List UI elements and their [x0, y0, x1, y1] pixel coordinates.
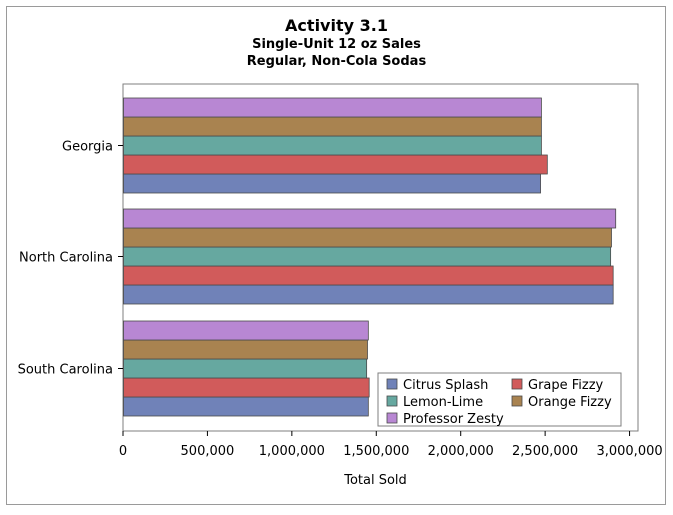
bar-south-carolina-grape-fizzy — [123, 377, 370, 398]
bar-south-carolina-professor-zesty — [123, 320, 369, 341]
legend-swatch-lemon-lime — [386, 395, 398, 407]
legend-label-grape-fizzy: Grape Fizzy — [528, 378, 604, 393]
x-tick-label-6: 3,000,000 — [596, 444, 662, 459]
legend-swatch-grape-fizzy — [511, 378, 523, 390]
bar-north-carolina-grape-fizzy — [123, 265, 614, 286]
bar-south-carolina-citrus-splash — [123, 396, 369, 417]
legend-label-professor-zesty: Professor Zesty — [403, 412, 504, 427]
bar-georgia-orange-fizzy — [123, 116, 542, 137]
bar-north-carolina-professor-zesty — [123, 208, 617, 229]
legend-swatch-professor-zesty — [386, 412, 398, 424]
legend-swatch-citrus-splash — [386, 378, 398, 390]
chart-subtitle-line-2: Regular, Non-Cola Sodas — [246, 54, 427, 69]
bar-georgia-grape-fizzy — [123, 154, 548, 175]
x-tick-label-1: 500,000 — [181, 444, 235, 459]
bar-south-carolina-lemon-lime — [123, 358, 368, 379]
bar-north-carolina-citrus-splash — [123, 284, 614, 305]
legend-label-citrus-splash: Citrus Splash — [403, 378, 488, 393]
bar-georgia-professor-zesty — [123, 97, 542, 118]
legend-swatch-orange-fizzy — [511, 395, 523, 407]
x-axis-label: Total Sold — [343, 473, 407, 488]
legend-box — [377, 372, 622, 427]
bar-north-carolina-lemon-lime — [123, 246, 612, 267]
bar-georgia-lemon-lime — [123, 135, 542, 156]
x-tick-label-2: 1,000,000 — [259, 444, 325, 459]
chart-title: Activity 3.1 — [285, 16, 388, 35]
chart-subtitle-line-1: Single-Unit 12 oz Sales — [252, 37, 421, 52]
x-tick-label-0: 0 — [119, 444, 127, 459]
y-tick-label-georgia: Georgia — [62, 140, 113, 155]
bar-north-carolina-orange-fizzy — [123, 227, 612, 248]
x-tick-label-5: 2,500,000 — [512, 444, 578, 459]
x-tick-label-3: 1,500,000 — [343, 444, 409, 459]
legend-label-lemon-lime: Lemon-Lime — [403, 395, 483, 410]
plot-area-frame — [122, 83, 639, 432]
bar-south-carolina-orange-fizzy — [123, 339, 368, 360]
bar-georgia-citrus-splash — [123, 173, 541, 194]
x-tick-label-4: 2,000,000 — [428, 444, 494, 459]
y-tick-label-north-carolina: North Carolina — [19, 251, 113, 266]
y-tick-label-south-carolina: South Carolina — [18, 363, 113, 378]
legend-label-orange-fizzy: Orange Fizzy — [528, 395, 612, 410]
chart-title-block: Activity 3.1 Single-Unit 12 oz Sales Reg… — [0, 16, 673, 70]
